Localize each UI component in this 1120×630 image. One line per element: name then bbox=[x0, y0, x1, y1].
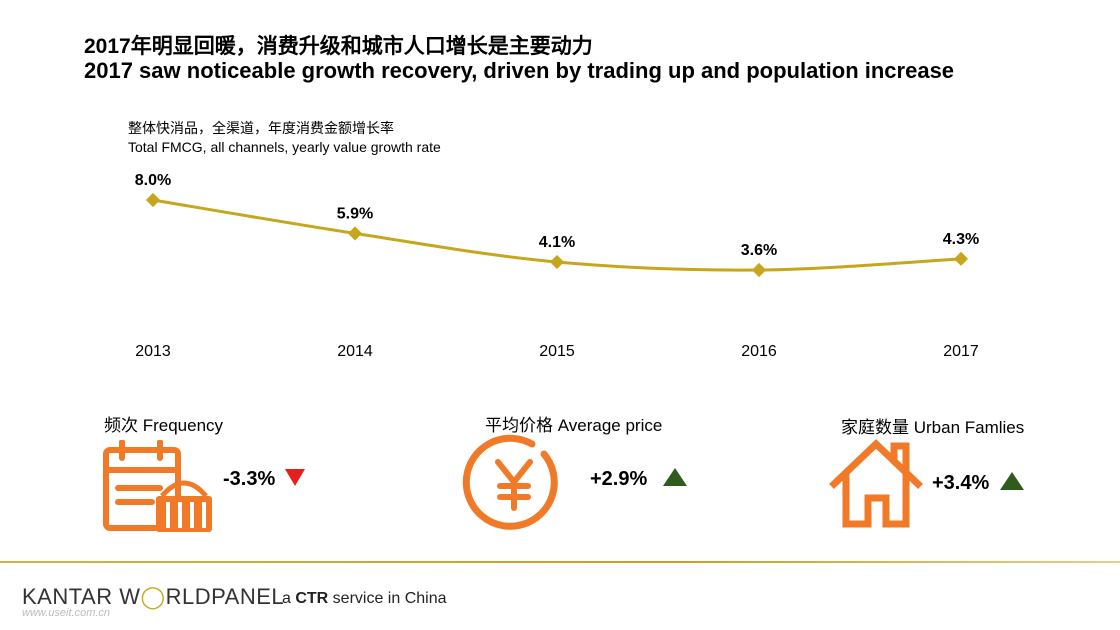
frequency-value: -3.3% bbox=[223, 468, 276, 490]
x-tick-label: 2017 bbox=[943, 343, 979, 360]
x-tick-label: 2016 bbox=[741, 343, 777, 360]
x-tick-label: 2013 bbox=[135, 343, 171, 360]
footer-divider bbox=[0, 561, 1120, 563]
data-label: 5.9% bbox=[337, 205, 373, 222]
families-label: 家庭数量 Urban Famlies bbox=[841, 418, 1025, 437]
house-icon bbox=[829, 439, 923, 528]
data-label: 3.6% bbox=[741, 242, 777, 259]
trend-up-icon bbox=[1000, 472, 1024, 490]
data-label: 8.0% bbox=[135, 172, 171, 189]
data-point-marker bbox=[953, 251, 969, 266]
x-tick-label: 2015 bbox=[539, 343, 575, 360]
page-title-cn: 2017年明显回暖，消费升级和城市人口增长是主要动力 bbox=[84, 35, 593, 58]
data-point-marker bbox=[145, 192, 161, 208]
growth-line-chart: 8.0% 2013 5.9% 2014 4.1% 2015 3.6% 2016 4.3% 2017 bbox=[135, 172, 979, 360]
frequency-label: 频次 Frequency bbox=[104, 416, 224, 435]
tagline-prefix: a bbox=[282, 590, 296, 607]
price-label: 平均价格 Average price bbox=[485, 416, 663, 435]
families-value: +3.4% bbox=[932, 472, 990, 494]
yuan-coin-icon bbox=[462, 434, 558, 530]
brand-logo: KANTAR W◯RLDPANEL bbox=[22, 584, 284, 610]
x-tick-label: 2014 bbox=[337, 343, 373, 360]
data-point-marker bbox=[549, 254, 565, 270]
trend-up-icon bbox=[663, 468, 687, 486]
data-point-marker bbox=[347, 226, 363, 241]
price-value: +2.9% bbox=[590, 468, 648, 490]
calendar-basket-icon bbox=[103, 440, 212, 532]
brand-tagline: a CTR service in China bbox=[282, 590, 447, 608]
watermark: www.useit.com.cn bbox=[22, 607, 111, 619]
tagline-ctr: CTR bbox=[295, 590, 329, 607]
brand-text-1: KANTAR W bbox=[22, 584, 141, 609]
page-title-en: 2017 saw noticeable growth recovery, dri… bbox=[84, 58, 955, 83]
brand-ring-glyph: ◯ bbox=[140, 584, 166, 609]
chart-subtitle-cn: 整体快消品，全渠道，年度消费金额增长率 bbox=[128, 120, 394, 136]
tagline-suffix: service in China bbox=[328, 590, 447, 607]
data-label: 4.3% bbox=[943, 231, 979, 248]
data-point-marker bbox=[751, 262, 767, 278]
chart-subtitle-en: Total FMCG, all channels, yearly value g… bbox=[128, 139, 441, 155]
brand-text-2: RLDPANEL bbox=[165, 584, 285, 609]
trend-down-icon bbox=[285, 469, 305, 486]
data-label: 4.1% bbox=[539, 234, 575, 251]
